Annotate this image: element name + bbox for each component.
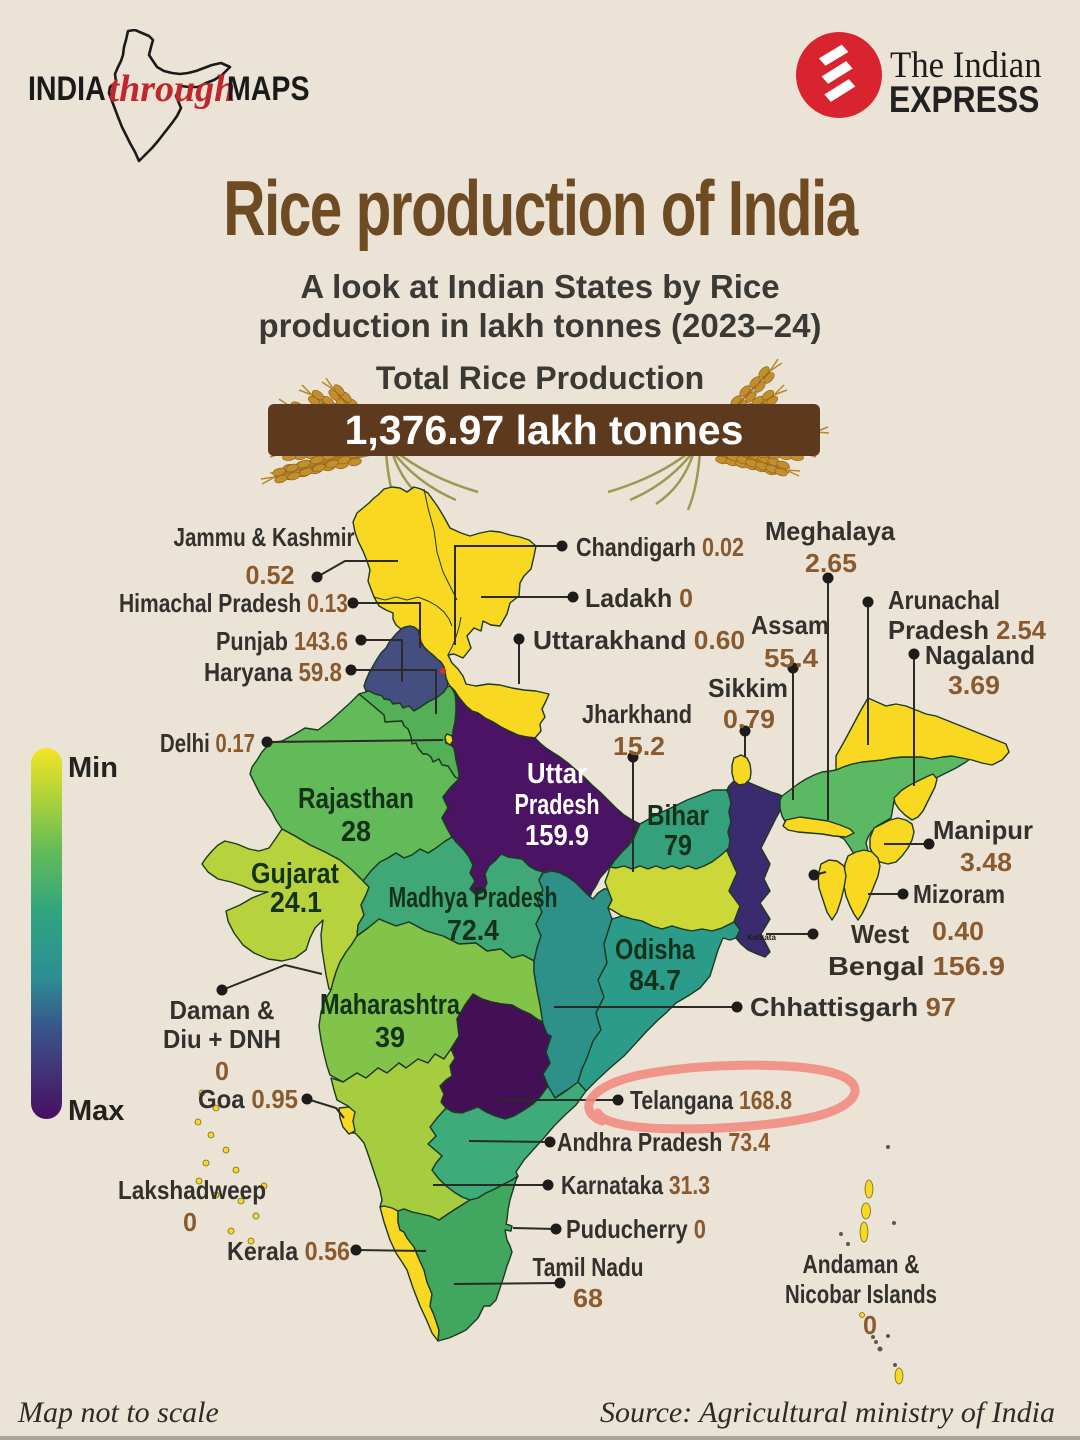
svg-text:3.48: 3.48 xyxy=(960,847,1012,877)
svg-text:Maharashtra: Maharashtra xyxy=(320,989,461,1021)
svg-text:Kerala 0.56: Kerala 0.56 xyxy=(227,1236,350,1266)
svg-text:Madhya Pradesh: Madhya Pradesh xyxy=(389,882,558,914)
svg-text:Punjab 143.6: Punjab 143.6 xyxy=(216,626,348,656)
svg-text:Bengal 156.9: Bengal 156.9 xyxy=(828,951,1005,981)
svg-text:Sikkim: Sikkim xyxy=(708,673,788,703)
svg-text:Kolkata: Kolkata xyxy=(747,933,776,942)
svg-text:West: West xyxy=(851,919,909,949)
svg-text:84.7: 84.7 xyxy=(629,965,681,997)
svg-text:0.40: 0.40 xyxy=(932,916,984,946)
svg-text:24.1: 24.1 xyxy=(270,887,322,919)
svg-text:Karnataka 31.3: Karnataka 31.3 xyxy=(561,1170,710,1200)
svg-text:Chhattisgarh 97: Chhattisgarh 97 xyxy=(750,992,956,1022)
svg-text:Telangana 168.8: Telangana 168.8 xyxy=(630,1085,792,1115)
svg-text:0: 0 xyxy=(863,1310,877,1340)
svg-text:Goa 0.95: Goa 0.95 xyxy=(198,1084,298,1114)
svg-text:55.4: 55.4 xyxy=(764,643,819,673)
svg-text:Ladakh 0: Ladakh 0 xyxy=(585,583,693,613)
svg-text:39: 39 xyxy=(375,1022,405,1054)
svg-text:Uttarakhand 0.60: Uttarakhand 0.60 xyxy=(533,625,745,655)
svg-text:Max: Max xyxy=(68,1095,124,1127)
svg-text:Jharkhand: Jharkhand xyxy=(582,699,692,729)
svg-text:Lakshadweep: Lakshadweep xyxy=(118,1175,266,1205)
svg-text:3.69: 3.69 xyxy=(948,670,1000,700)
svg-text:0: 0 xyxy=(183,1207,197,1237)
svg-text:Arunachal: Arunachal xyxy=(888,585,1000,615)
svg-text:Jammu & Kashmir: Jammu & Kashmir xyxy=(174,522,355,552)
svg-text:15.2: 15.2 xyxy=(613,731,665,761)
svg-text:Gujarat: Gujarat xyxy=(251,858,339,890)
svg-text:79: 79 xyxy=(664,830,692,862)
svg-text:Puducherry 0: Puducherry 0 xyxy=(566,1214,706,1244)
svg-text:0.79: 0.79 xyxy=(723,704,775,734)
svg-text:Haryana 59.8: Haryana 59.8 xyxy=(204,657,342,687)
svg-text:Assam: Assam xyxy=(751,610,829,640)
svg-text:Himachal Pradesh 0.13: Himachal Pradesh 0.13 xyxy=(119,588,348,618)
svg-text:72.4: 72.4 xyxy=(447,915,499,947)
svg-text:Odisha: Odisha xyxy=(615,934,696,966)
svg-text:Andaman &: Andaman & xyxy=(803,1249,920,1279)
svg-text:Pradesh: Pradesh xyxy=(515,789,600,821)
svg-text:Rajasthan: Rajasthan xyxy=(298,783,414,815)
svg-text:Andhra Pradesh 73.4: Andhra Pradesh 73.4 xyxy=(557,1127,770,1157)
svg-text:68: 68 xyxy=(573,1283,603,1313)
svg-text:Diu + DNH: Diu + DNH xyxy=(163,1024,281,1054)
svg-text:28: 28 xyxy=(341,816,371,848)
svg-text:Bihar: Bihar xyxy=(647,800,709,832)
svg-text:Nicobar Islands: Nicobar Islands xyxy=(785,1279,937,1309)
svg-text:Tamil Nadu: Tamil Nadu xyxy=(533,1252,644,1282)
svg-text:Manipur: Manipur xyxy=(933,815,1033,845)
svg-text:Uttar: Uttar xyxy=(527,758,587,790)
svg-text:Nagaland: Nagaland xyxy=(925,640,1035,670)
svg-text:Delhi 0.17: Delhi 0.17 xyxy=(160,728,255,758)
svg-text:2.65: 2.65 xyxy=(805,548,857,578)
svg-text:Pradesh 2.54: Pradesh 2.54 xyxy=(888,615,1047,645)
svg-text:Meghalaya: Meghalaya xyxy=(765,516,896,546)
svg-text:Daman &: Daman & xyxy=(170,995,275,1025)
svg-text:Min: Min xyxy=(68,752,118,784)
svg-text:159.9: 159.9 xyxy=(525,820,589,852)
svg-text:Chandigarh 0.02: Chandigarh 0.02 xyxy=(576,532,744,562)
svg-text:Mizoram: Mizoram xyxy=(913,879,1005,909)
svg-text:0.52: 0.52 xyxy=(246,560,295,590)
svg-text:0: 0 xyxy=(215,1056,229,1086)
